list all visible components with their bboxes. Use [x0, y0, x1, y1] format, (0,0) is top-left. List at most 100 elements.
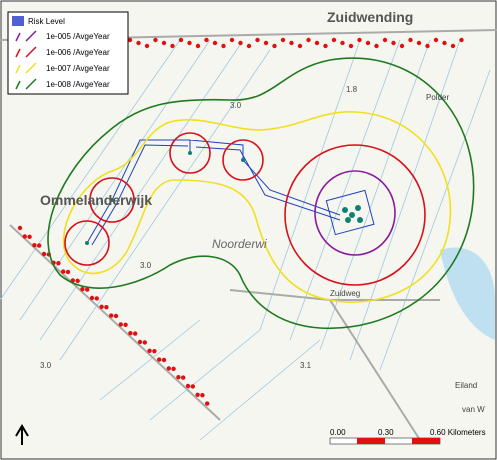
legend-swatch [15, 46, 37, 58]
place-label: van W [462, 405, 485, 414]
building [425, 43, 430, 49]
building [408, 37, 413, 43]
legend-label: 1e-005 /AvgeYear [46, 32, 110, 41]
legend-label: 1e-008 /AvgeYear [46, 80, 110, 89]
building [32, 243, 37, 248]
building [123, 322, 128, 327]
contour [314, 170, 396, 256]
building [171, 366, 176, 371]
building [246, 43, 252, 49]
building [357, 37, 362, 43]
building [109, 313, 114, 318]
place-label: 3.0 [40, 361, 52, 370]
place-label: 1.8 [346, 85, 358, 94]
building [306, 37, 311, 43]
building [127, 37, 133, 43]
risk-contours [47, 57, 475, 330]
building [238, 40, 243, 46]
building [22, 234, 27, 239]
place-label: Ommelanderwijk [40, 192, 152, 208]
building [118, 322, 124, 327]
building [17, 225, 23, 231]
contour [89, 177, 135, 223]
building [204, 37, 209, 43]
building [187, 40, 192, 46]
building [56, 261, 61, 266]
legend-swatch [15, 62, 37, 74]
building [200, 393, 205, 398]
building [70, 278, 76, 283]
watercourses [0, 39, 491, 441]
scale-label: 0.30 [378, 428, 394, 437]
building [157, 357, 162, 362]
contour [47, 57, 475, 330]
building [212, 40, 218, 46]
building [185, 383, 191, 389]
building [416, 40, 422, 46]
contour [222, 139, 264, 181]
legend-title: Risk Level [28, 17, 65, 26]
building [399, 43, 405, 49]
building [459, 37, 464, 43]
building [255, 37, 260, 43]
building [133, 331, 138, 336]
building [178, 37, 184, 43]
building [136, 40, 141, 46]
building [272, 43, 277, 49]
building [80, 287, 85, 292]
building [161, 40, 167, 46]
building [314, 40, 320, 46]
building [137, 339, 143, 345]
scale-bar: 0.00 0.30 0.60 Kilometers [329, 428, 486, 445]
legend: Risk Level 1e-005 /AvgeYear 1e-006 /AvgeY… [7, 11, 129, 95]
building [263, 40, 269, 46]
legend-label: 1e-006 /AvgeYear [46, 48, 110, 57]
building [89, 295, 95, 301]
building [142, 340, 147, 345]
building [433, 37, 439, 43]
building [75, 278, 80, 283]
building [99, 304, 104, 309]
building [147, 348, 152, 353]
scale-label: 0.60 Kilometers [430, 428, 486, 437]
building [65, 269, 71, 275]
building [181, 375, 186, 380]
building [61, 269, 66, 274]
building [27, 234, 32, 239]
place-label: Noorderwi [212, 237, 267, 251]
place-label: 3.1 [300, 361, 312, 370]
building [340, 40, 345, 46]
building [104, 305, 109, 310]
building [166, 366, 171, 371]
place-label: Zuidweg [330, 289, 360, 298]
building [170, 43, 175, 49]
legend-label: 1e-007 /AvgeYear [46, 64, 110, 73]
building [297, 43, 303, 49]
building [221, 43, 226, 49]
contour [62, 111, 452, 303]
building [128, 331, 133, 336]
building [161, 357, 167, 363]
building [365, 40, 371, 46]
place-label: 3.0 [230, 101, 242, 110]
building [195, 43, 201, 49]
building [41, 251, 47, 257]
building [442, 40, 447, 46]
facilities [85, 151, 363, 245]
building [176, 375, 181, 380]
building [391, 40, 396, 46]
contour [284, 144, 426, 286]
legend-swatch [15, 30, 37, 42]
building [153, 37, 158, 43]
building [323, 43, 328, 49]
building [144, 43, 150, 49]
scale-label: 0.00 [330, 428, 346, 437]
building [113, 313, 119, 319]
building [289, 40, 294, 46]
building [382, 37, 388, 43]
place-label: 3.0 [140, 261, 152, 270]
building [374, 43, 379, 49]
building [450, 43, 456, 49]
place-label: Eiland [455, 381, 477, 390]
